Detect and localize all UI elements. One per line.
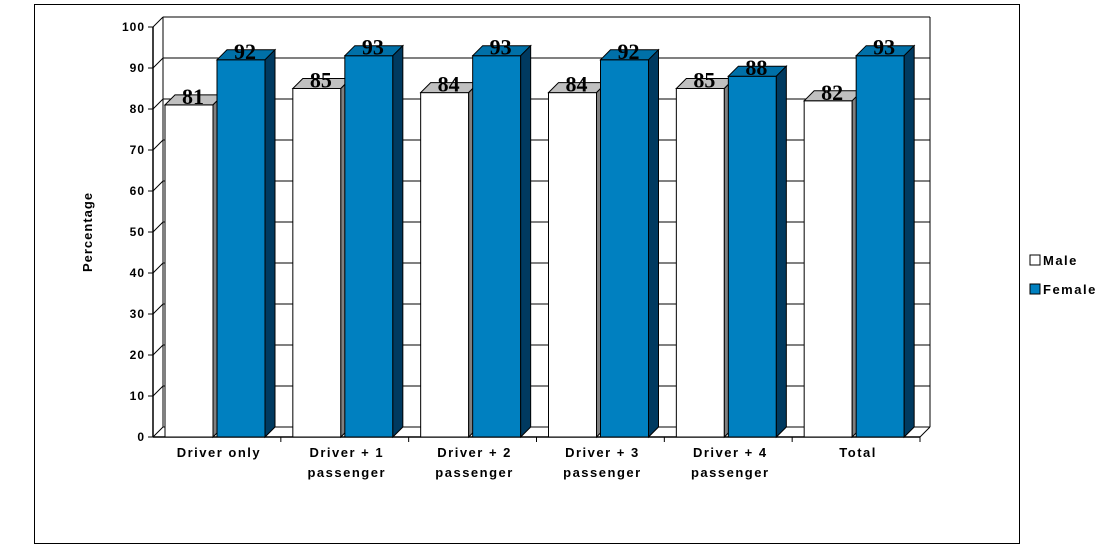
bar-side-female <box>520 44 532 439</box>
gridline-depth <box>152 221 164 233</box>
y-tick-label: 90 <box>130 61 145 75</box>
bar-female <box>216 59 266 438</box>
data-label: 93 <box>873 35 895 60</box>
y-tick-label: 100 <box>122 20 145 34</box>
y-tick-label: 80 <box>130 102 145 116</box>
y-axis-label: Percentage <box>80 192 95 272</box>
x-axis-depth <box>919 426 931 438</box>
x-tick-label: Driver only <box>177 445 261 460</box>
data-label: 88 <box>745 55 767 80</box>
bar-male <box>292 88 342 438</box>
gridline-depth <box>152 426 164 438</box>
x-tick-label: Driver + 1 <box>309 445 384 460</box>
data-label: 93 <box>490 35 512 60</box>
gridline-depth <box>152 385 164 397</box>
legend-swatch-female <box>1029 283 1041 295</box>
data-label: 92 <box>234 39 256 64</box>
x-tick-label: Driver + 3 <box>565 445 640 460</box>
data-label: 81 <box>182 84 204 109</box>
bar-side-female <box>775 64 787 439</box>
gridline-depth <box>152 180 164 192</box>
data-label: 84 <box>566 72 588 97</box>
y-tick-label: 20 <box>130 348 145 362</box>
x-tick-label: passenger <box>435 465 514 480</box>
bar-female <box>472 55 522 438</box>
x-tick-label: passenger <box>691 465 770 480</box>
data-label: 93 <box>362 35 384 60</box>
bar-female <box>855 55 905 438</box>
gridline-depth <box>152 16 164 28</box>
y-tick-label: 50 <box>130 225 145 239</box>
bar-female <box>727 75 777 438</box>
gridline-depth <box>152 344 164 356</box>
gridline-depth <box>152 57 164 69</box>
y-tick-label: 60 <box>130 184 145 198</box>
legend-swatch-male <box>1029 254 1041 266</box>
data-label: 85 <box>310 68 332 93</box>
bar-male <box>548 92 597 438</box>
x-tick-label: passenger <box>307 465 386 480</box>
bar-side-female <box>264 48 276 439</box>
y-tick-label: 30 <box>130 307 145 321</box>
data-label: 82 <box>821 80 843 105</box>
x-tick-label: Driver + 4 <box>693 445 768 460</box>
bar-side-female <box>648 48 659 439</box>
bar-male <box>420 92 470 438</box>
data-label: 92 <box>618 39 640 64</box>
legend-entry: Female <box>1043 282 1097 297</box>
bar-male <box>803 100 853 438</box>
gridline-depth <box>152 303 164 315</box>
data-label: 84 <box>438 72 460 97</box>
y-tick-label: 70 <box>130 143 145 157</box>
bar-female <box>600 59 649 438</box>
legend-entry: Male <box>1043 253 1078 268</box>
y-tick-label: 40 <box>130 266 145 280</box>
x-tick-label: passenger <box>563 465 642 480</box>
x-tick-label: Total <box>839 445 877 460</box>
gridline-depth <box>152 98 164 110</box>
x-tick-label: Driver + 2 <box>437 445 512 460</box>
bar-female <box>344 55 394 438</box>
bar-male <box>164 104 214 438</box>
gridline-depth <box>152 139 164 151</box>
bar-side-female <box>903 44 915 439</box>
y-tick-label: 10 <box>130 389 145 403</box>
y-tick-label: 0 <box>137 430 145 444</box>
bar-side-female <box>392 44 404 439</box>
bar-male <box>675 88 725 438</box>
gridline-depth <box>152 262 164 274</box>
data-label: 85 <box>693 68 715 93</box>
